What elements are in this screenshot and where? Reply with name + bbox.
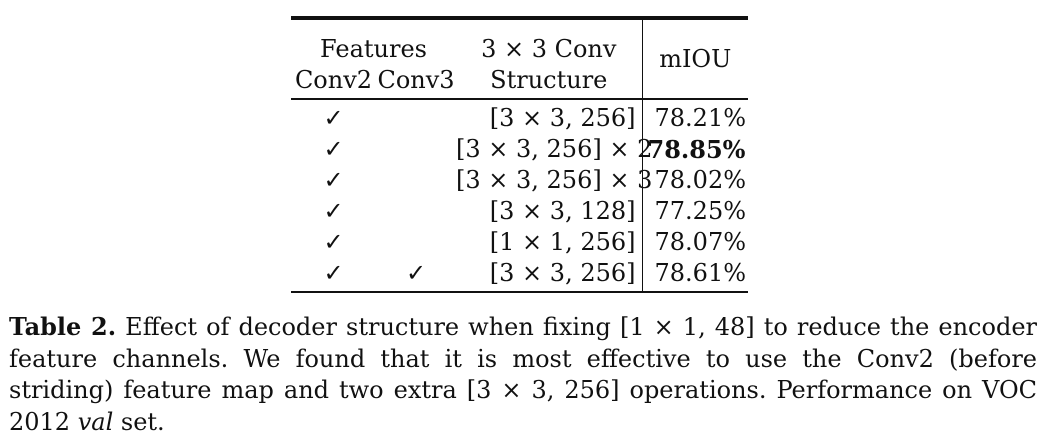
conv2-check: ✓ [323,197,344,225]
miou-cell-best: 78.85% [641,134,748,165]
conv3-check: ✓ [405,259,427,287]
results-table: Features 3 × 3 Conv mIOU Conv2 Conv3 Str… [291,16,749,293]
table-row: ✓ [1 × 1, 256] 78.07% [291,227,748,258]
caption-label: Table 2. [9,312,117,341]
miou-cell: 78.02% [641,165,748,196]
header-features: Features [320,35,427,63]
table-caption: Table 2. Effect of decoder structure whe… [9,311,1037,438]
structure-cell: [3 × 3, 256] × 2 [456,135,653,163]
header-miou: mIOU [641,20,749,98]
miou-cell: 77.25% [641,196,748,227]
header-structure-line2: Structure [490,66,608,94]
table-row: ✓ ✓ [3 × 3, 256] 78.61% [291,258,748,291]
structure-cell: [3 × 3, 256] [489,259,636,287]
structure-cell: [3 × 3, 128] [489,197,636,225]
structure-cell: [3 × 3, 256] × 3 [456,166,653,194]
conv2-check: ✓ [323,259,344,287]
table-row: ✓ [3 × 3, 128] 77.25% [291,196,748,227]
top-rule [291,16,748,20]
table-grid: Features 3 × 3 Conv mIOU Conv2 Conv3 Str… [291,20,749,98]
mid-rule [291,98,748,100]
table-row: ✓ [3 × 3, 256] × 2 78.85% [291,134,748,165]
miou-cell: 78.61% [641,258,748,291]
table-row: ✓ [3 × 3, 256] 78.21% [291,100,748,134]
conv3-check [376,134,456,165]
header-structure-line1: 3 × 3 Conv [481,35,617,63]
conv2-check: ✓ [323,104,344,132]
bottom-rule [291,291,748,293]
conv2-check: ✓ [323,166,344,194]
conv3-check [376,196,456,227]
table-body-grid: ✓ [3 × 3, 256] 78.21% ✓ [3 × 3, 256] × 2… [291,100,748,291]
header-conv2: Conv2 [294,66,373,94]
header-conv3: Conv3 [377,66,455,94]
table-header: Features 3 × 3 Conv mIOU Conv2 Conv3 Str… [291,20,749,98]
table-row: ✓ [3 × 3, 256] × 3 78.02% [291,165,748,196]
conv2-check: ✓ [323,228,344,256]
table-body: ✓ [3 × 3, 256] 78.21% ✓ [3 × 3, 256] × 2… [291,100,748,291]
conv2-check: ✓ [323,135,344,163]
conv3-check [376,227,456,258]
structure-cell: [3 × 3, 256] [489,104,636,132]
conv3-check [376,165,456,196]
miou-cell: 78.21% [641,100,748,134]
structure-cell: [1 × 1, 256] [489,228,636,256]
miou-cell: 78.07% [641,227,748,258]
conv3-check [376,100,456,134]
